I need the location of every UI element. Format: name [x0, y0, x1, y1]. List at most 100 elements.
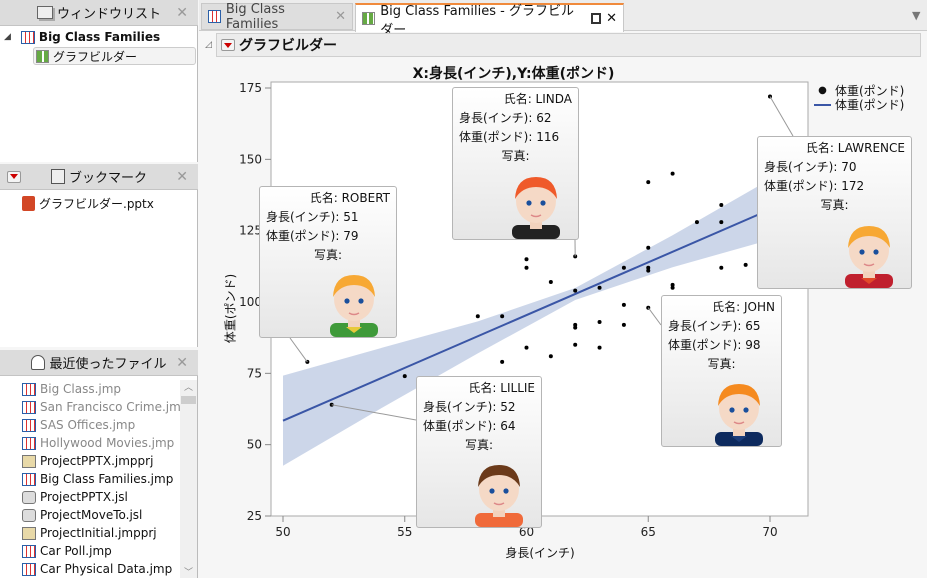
- bookmarks-panel: ブックマーク ✕ グラフビルダー.pptx: [0, 164, 198, 347]
- x-tick-label: 60: [519, 525, 534, 539]
- data-point: [694, 220, 699, 225]
- recent-file-item[interactable]: San Francisco Crime.jmp: [22, 398, 188, 416]
- close-icon[interactable]: ✕: [176, 354, 188, 371]
- avatar-photo: [512, 177, 560, 239]
- callout-line: 氏名: LINDA: [503, 92, 572, 106]
- x-tick-label: 65: [641, 525, 656, 539]
- legend-label: 体重(ポンド): [835, 98, 905, 112]
- window-list-title: ウィンドウリスト: [56, 7, 161, 22]
- callout-line: 体重(ポンド): 116: [459, 130, 560, 144]
- close-icon[interactable]: ✕: [335, 9, 346, 24]
- tree-item-label: グラフビルダー: [53, 49, 138, 64]
- close-icon[interactable]: ✕: [606, 11, 618, 26]
- y-tick-label: 25: [247, 509, 262, 523]
- windows-icon: [36, 6, 53, 19]
- recent-file-label: Hollywood Movies.jmp: [40, 436, 175, 450]
- data-point: [719, 202, 724, 207]
- data-table-icon: [20, 30, 35, 44]
- callout-lillie[interactable]: 氏名: LILLIE 身長(インチ): 52 体重(ポンド): 64 写真:: [416, 376, 542, 528]
- scroll-down-icon[interactable]: ﹀: [184, 568, 194, 578]
- y-tick-label: 150: [239, 152, 262, 166]
- recent-file-item[interactable]: ProjectInitial.jmpprj: [22, 524, 157, 542]
- data-point: [475, 314, 480, 319]
- close-icon[interactable]: ✕: [176, 168, 188, 185]
- recent-file-item[interactable]: Car Physical Data.jmp: [22, 560, 172, 578]
- recent-file-item[interactable]: Hollywood Movies.jmp: [22, 434, 174, 452]
- tab-overflow-icon[interactable]: ▼: [912, 9, 921, 22]
- data-point: [573, 322, 578, 327]
- scrollbar[interactable]: ︿ ﹀: [180, 380, 197, 578]
- confidence-band: [283, 179, 770, 466]
- data-point: [548, 354, 553, 359]
- callout-line: 写真:: [464, 438, 494, 452]
- x-tick-label: 55: [397, 525, 412, 539]
- callout-linda[interactable]: 氏名: LINDA 身長(インチ): 62 体重(ポンド): 116 写真:: [452, 87, 579, 240]
- data-point: [646, 245, 651, 250]
- point-marker-icon: ●: [818, 85, 827, 96]
- recent-file-label: ProjectPPTX.jmpprj: [40, 454, 154, 468]
- data-point: [402, 374, 407, 379]
- callout-line: 氏名: LAWRENCE: [805, 141, 905, 155]
- tab-big-class-families[interactable]: Big Class Families ✕: [201, 2, 353, 32]
- callout-line: 体重(ポンド): 64: [423, 419, 516, 433]
- bookmarks-title: ブックマーク: [68, 171, 147, 186]
- y-tick-label: 50: [247, 438, 262, 452]
- chart-title: X:身長(インチ),Y:体重(ポンド): [412, 66, 615, 82]
- data-point: [500, 314, 505, 319]
- y-axis-label: 体重(ポンド): [223, 273, 238, 344]
- y-tick-label: 125: [239, 224, 262, 238]
- recent-file-item[interactable]: ProjectPPTX.jmpprj: [22, 452, 153, 470]
- data-table-icon: [22, 400, 36, 414]
- y-tick-label: 100: [239, 295, 262, 309]
- callout-leader-line: [647, 307, 662, 326]
- recent-file-item[interactable]: Car Poll.jmp: [22, 542, 112, 560]
- callout-leader-line: [331, 404, 417, 421]
- recent-file-item[interactable]: SAS Offices.jmp: [22, 416, 135, 434]
- data-table-icon: [22, 418, 36, 432]
- x-axis-label: 身長(インチ): [505, 546, 575, 560]
- maximize-icon[interactable]: [590, 13, 602, 24]
- data-point: [646, 180, 651, 185]
- tree-item-big-class-families[interactable]: ◢ Big Class Families: [4, 30, 160, 44]
- report-title: グラフビルダー: [239, 38, 337, 54]
- graph-builder-icon: [362, 12, 376, 25]
- callout-robert[interactable]: 氏名: ROBERT 身長(インチ): 51 体重(ポンド): 79 写真:: [259, 186, 397, 338]
- callout-lawrence[interactable]: 氏名: LAWRENCE 身長(インチ): 70 体重(ポンド): 172 写真:: [757, 136, 912, 289]
- callout-line: 体重(ポンド): 172: [764, 179, 865, 193]
- data-point: [597, 319, 602, 324]
- close-icon[interactable]: ✕: [176, 4, 188, 21]
- callout-line: 身長(インチ): 65: [668, 319, 761, 333]
- recent-files-title: 最近使ったファイル: [49, 357, 167, 372]
- red-triangle-menu[interactable]: [221, 39, 235, 51]
- collapse-triangle-icon[interactable]: ◢: [4, 32, 11, 42]
- data-point: [597, 345, 602, 350]
- legend: ● 体重(ポンド) 体重(ポンド): [814, 84, 904, 112]
- data-point: [670, 171, 675, 176]
- script-icon: [22, 508, 36, 522]
- legend-label: 体重(ポンド): [835, 84, 905, 98]
- recent-file-item[interactable]: ProjectPPTX.jsl: [22, 488, 128, 506]
- y-tick-label: 175: [239, 81, 262, 95]
- recent-file-label: ProjectInitial.jmpprj: [40, 526, 157, 540]
- data-table-icon: [22, 436, 36, 450]
- menu-dropdown-icon[interactable]: [7, 170, 21, 183]
- scroll-up-icon[interactable]: ︿: [184, 383, 194, 393]
- recent-file-item[interactable]: Big Class.jmp: [22, 380, 121, 398]
- data-point: [621, 302, 626, 307]
- scroll-thumb[interactable]: [181, 396, 196, 404]
- callout-line: 氏名: JOHN: [712, 300, 775, 314]
- recent-file-item[interactable]: ProjectMoveTo.jsl: [22, 506, 142, 524]
- tree-item-graph-builder[interactable]: グラフビルダー: [33, 47, 196, 65]
- window-list-header: ウィンドウリスト ✕: [0, 0, 198, 26]
- collapse-triangle-icon[interactable]: ◿: [205, 40, 212, 50]
- avatar-photo: [475, 465, 523, 527]
- data-point: [621, 265, 626, 270]
- graph-builder-icon: [36, 49, 49, 63]
- recent-file-label: Car Physical Data.jmp: [40, 562, 173, 576]
- data-point: [646, 265, 651, 270]
- line-marker-icon: [814, 104, 831, 106]
- callout-john[interactable]: 氏名: JOHN 身長(インチ): 65 体重(ポンド): 98 写真:: [661, 295, 782, 447]
- data-point: [524, 345, 529, 350]
- bookmark-item[interactable]: グラフビルダー.pptx: [22, 194, 154, 212]
- recent-file-item[interactable]: Big Class Families.jmp: [22, 470, 173, 488]
